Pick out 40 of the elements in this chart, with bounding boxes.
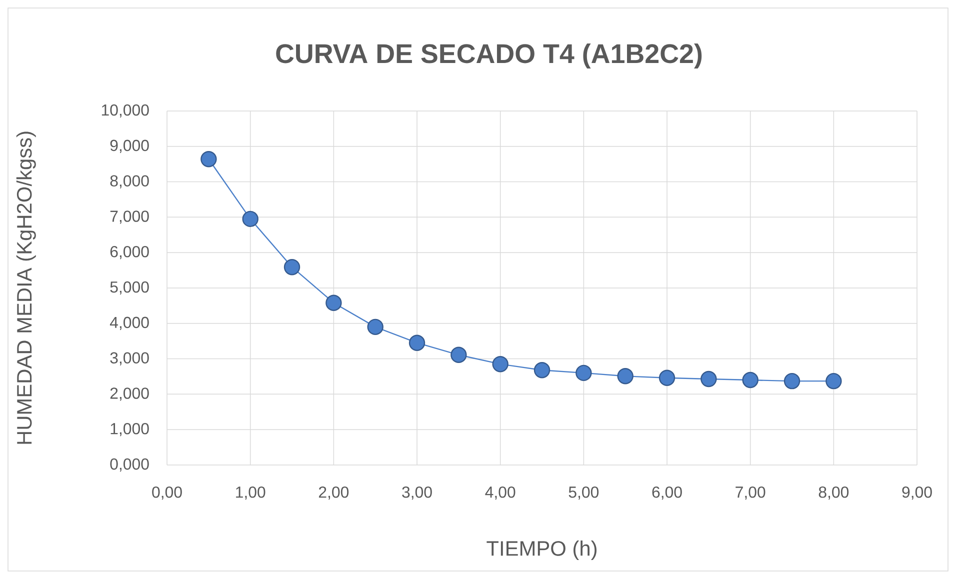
point <box>826 372 842 390</box>
y-tick-label: 4,000 <box>110 316 149 330</box>
x-tick-label: 3,00 <box>402 486 432 500</box>
x-tick-label: 6,00 <box>652 486 682 500</box>
x-tick-label: 7,00 <box>736 486 766 500</box>
y-axis-title: HUMEDAD MEDIA (KgH2O/kgss) <box>16 132 36 444</box>
point <box>534 362 550 378</box>
y-tick-label: 0,000 <box>110 458 149 472</box>
point <box>492 356 508 372</box>
y-tick-label: 3,000 <box>110 352 149 366</box>
y-tick-label: 6,000 <box>110 246 149 260</box>
x-tick-label: 1,00 <box>236 486 266 500</box>
y-tick-label: 2,000 <box>110 388 149 401</box>
x-tick-label: 8,00 <box>818 486 849 500</box>
y-tick-label: 7,000 <box>110 210 149 224</box>
y-tick-label: 5,000 <box>110 281 149 295</box>
y-tick-label: 9,000 <box>110 140 149 153</box>
y-tick-label: 8,000 <box>110 175 149 188</box>
point <box>408 334 426 351</box>
point <box>576 364 592 382</box>
x-tick-label: 5,00 <box>568 486 599 500</box>
point <box>700 370 717 388</box>
point <box>242 210 258 228</box>
point <box>784 372 800 390</box>
point <box>617 368 634 384</box>
point <box>742 372 758 388</box>
x-tick-label: 0,00 <box>152 486 182 500</box>
y-tick-label: 10,000 <box>102 104 149 118</box>
chart-title: CURVA DE SECADO T4 (A1B2C2) <box>276 43 702 69</box>
point <box>367 318 384 336</box>
point <box>658 370 676 386</box>
x-axis-title: TIEMPO (h) <box>486 540 596 560</box>
point <box>326 294 342 311</box>
x-tick-label: 2,00 <box>318 486 349 500</box>
y-tick-label: 1,000 <box>110 423 149 436</box>
point <box>284 259 300 276</box>
point <box>450 346 467 363</box>
x-tick-label: 4,00 <box>485 486 516 500</box>
point <box>200 151 217 168</box>
x-tick-label: 9,00 <box>902 486 932 500</box>
